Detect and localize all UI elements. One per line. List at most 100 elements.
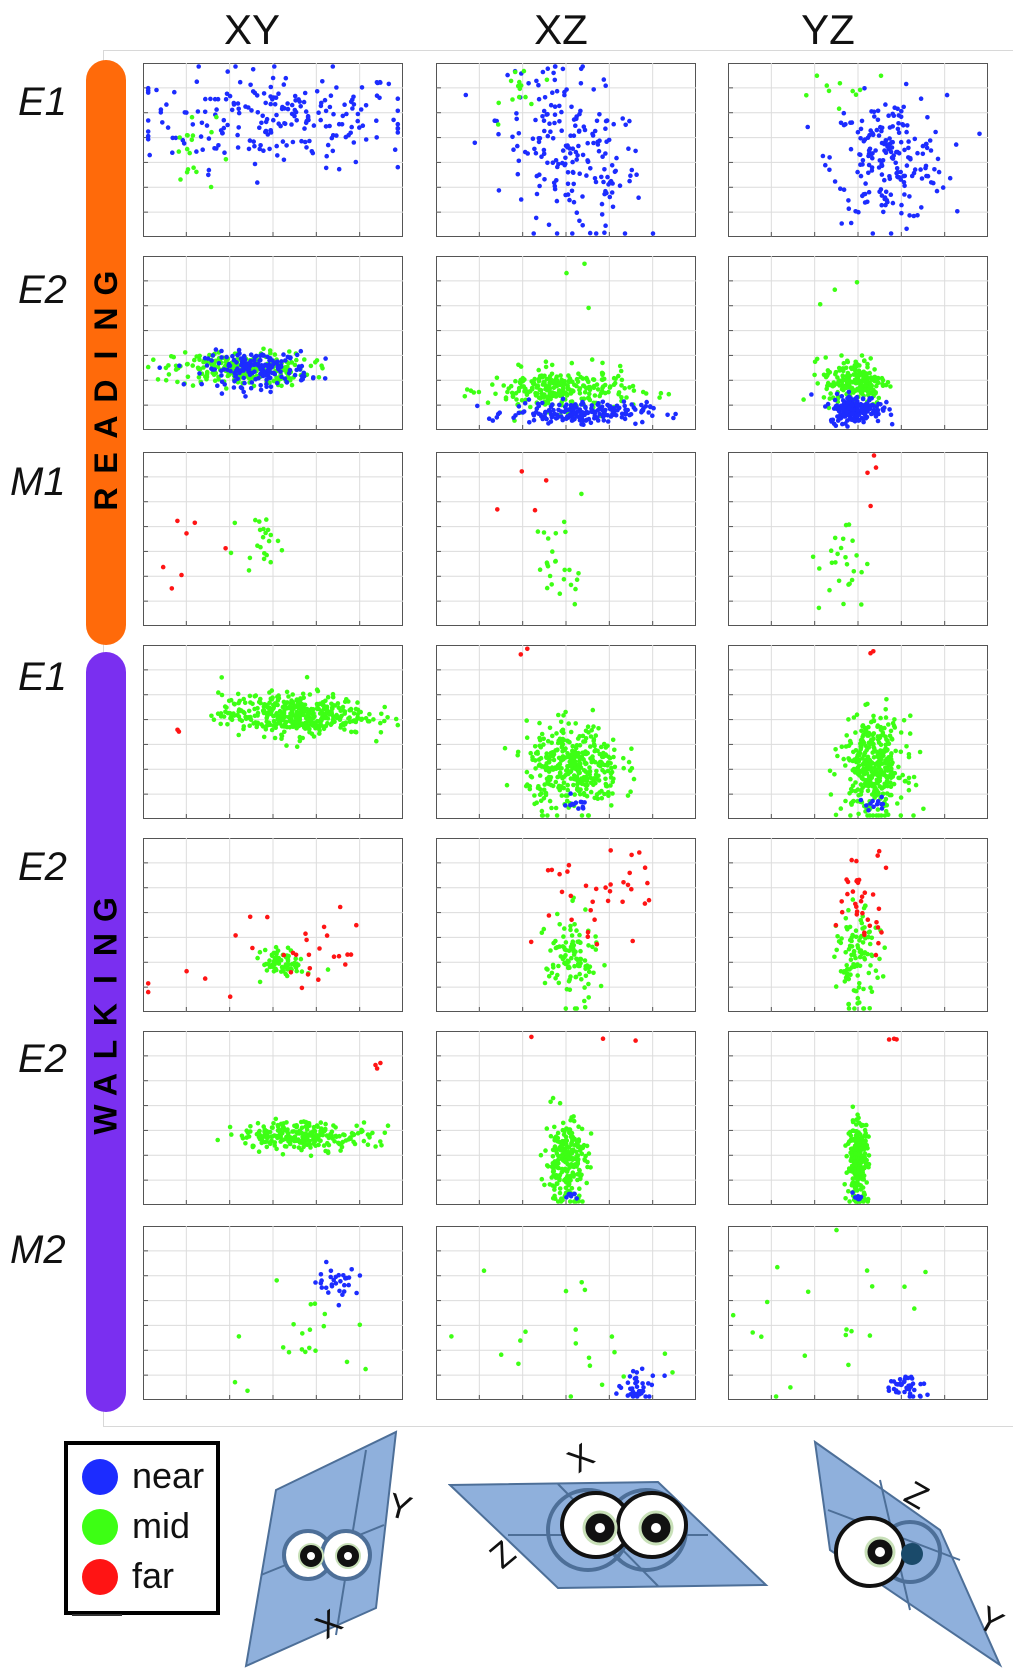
point-far (870, 892, 876, 897)
point-near (599, 201, 605, 207)
point-mid (884, 766, 890, 771)
point-mid (571, 1164, 577, 1170)
point-near (936, 169, 942, 175)
point-mid (538, 1152, 544, 1158)
point-mid (236, 1334, 242, 1339)
point-mid (294, 715, 300, 721)
point-near (556, 161, 561, 167)
point-mid (151, 357, 156, 362)
point-mid (284, 724, 290, 730)
point-near (213, 347, 219, 352)
point-near (611, 406, 616, 411)
point-mid (885, 747, 890, 753)
point-near (552, 64, 558, 69)
point-mid (851, 798, 856, 804)
point-near (212, 367, 217, 372)
point-near (521, 409, 527, 414)
point-mid (334, 713, 340, 719)
point-mid (856, 985, 862, 990)
point-mid (848, 1133, 854, 1138)
point-near (323, 356, 328, 361)
point-mid (577, 971, 582, 977)
point-mid (854, 712, 860, 717)
point-far (331, 954, 337, 959)
point-mid (528, 404, 533, 410)
point-mid (553, 766, 559, 771)
point-mid (568, 927, 573, 933)
point-near (636, 195, 641, 200)
point-near (625, 1393, 631, 1398)
point-near (907, 213, 912, 218)
point-mid (568, 923, 573, 929)
point-mid (294, 720, 299, 725)
point-mid (877, 956, 882, 962)
point-mid (555, 1199, 561, 1204)
point-mid (232, 1379, 238, 1385)
point-far (849, 857, 854, 863)
point-mid (536, 395, 542, 400)
point-mid (603, 776, 608, 782)
point-near (570, 159, 575, 165)
point-mid (566, 979, 572, 984)
point-mid (563, 1134, 569, 1140)
point-near (263, 362, 268, 368)
point-mid (843, 763, 848, 768)
point-mid (833, 812, 839, 818)
point-mid (862, 1155, 867, 1160)
point-mid (619, 383, 624, 388)
point-mid (839, 353, 844, 358)
point-mid (281, 969, 286, 974)
point-mid (853, 934, 859, 940)
point-near (330, 64, 336, 69)
point-mid (547, 391, 553, 397)
point-near (841, 122, 847, 128)
point-far (629, 886, 634, 892)
point-far (374, 1066, 380, 1071)
point-mid (378, 1139, 383, 1144)
point-near (342, 1282, 347, 1288)
point-mid (316, 375, 322, 380)
point-far (202, 976, 208, 981)
point-far (862, 890, 868, 895)
point-near (864, 803, 869, 808)
point-mid (570, 1170, 576, 1175)
point-mid (563, 940, 569, 945)
point-mid (865, 733, 870, 738)
point-near (355, 118, 360, 124)
point-near (292, 372, 298, 378)
point-mid (566, 379, 572, 385)
point-near (578, 81, 584, 86)
point-near (665, 412, 670, 418)
point-far (874, 920, 879, 925)
point-near (559, 409, 564, 414)
point-near (233, 373, 239, 378)
point-mid (598, 391, 604, 396)
point-mid (322, 1311, 328, 1317)
point-mid (268, 532, 274, 538)
point-far (306, 952, 312, 958)
point-far (543, 478, 549, 483)
point-near (569, 188, 575, 194)
point-near (221, 117, 227, 123)
point-mid (603, 745, 609, 750)
point-mid (266, 722, 271, 727)
point-near (164, 102, 169, 107)
point-mid (327, 712, 332, 717)
point-near (552, 186, 558, 192)
point-mid (274, 1146, 279, 1152)
point-near (346, 1275, 352, 1280)
point-near (595, 139, 600, 145)
point-mid (862, 1146, 868, 1151)
point-mid (587, 391, 592, 397)
point-mid (355, 1131, 361, 1136)
point-mid (266, 711, 271, 716)
point-near (920, 143, 926, 149)
point-near (596, 401, 601, 406)
point-mid (854, 280, 860, 285)
point-mid (878, 73, 884, 79)
point-mid (578, 960, 583, 966)
point-mid (553, 531, 559, 536)
point-mid (574, 928, 579, 933)
point-mid (853, 988, 858, 994)
point-mid (514, 397, 519, 402)
